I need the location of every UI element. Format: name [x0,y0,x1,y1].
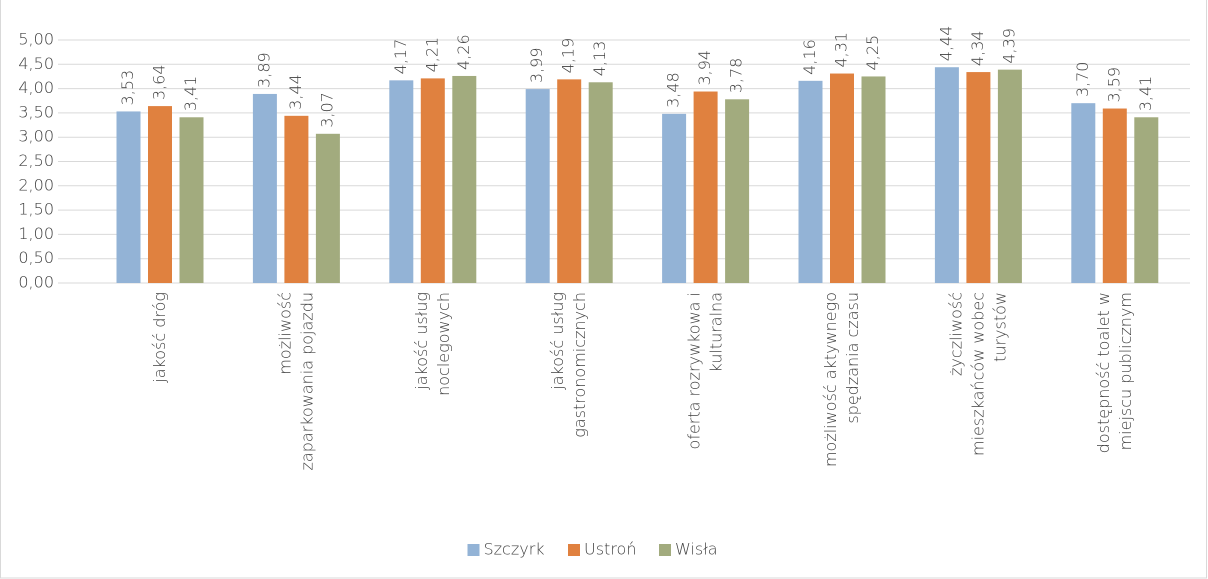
value-label: 4,25 [863,35,882,71]
value-label: 4,19 [559,38,578,74]
value-label: 3,59 [1104,67,1123,103]
bar [252,93,277,283]
legend-swatch [659,544,671,556]
value-label: 4,44 [936,26,955,62]
x-tick-label: możliwość aktywnego spędzania czasu [821,292,862,467]
bar [830,73,854,283]
x-tick-label: jakość dróg [150,292,169,384]
y-tick-label: 0,00 [18,273,54,292]
bar [284,115,309,283]
legend-label: Wisła [675,540,718,559]
bar [116,111,141,283]
bar [997,69,1022,284]
bar [1071,103,1096,284]
value-label: 3,07 [317,92,336,128]
x-tick-label: życzliwość mieszkańców wobec turystów [946,292,1009,456]
bar [452,75,477,284]
bar [148,106,172,283]
y-tick-label: 5,00 [18,30,54,49]
bar [557,79,582,283]
value-label: 4,26 [454,34,473,70]
x-tick-label: oferta rozrywkowa i kulturalna [684,292,725,449]
value-label: 3,44 [286,74,305,110]
value-label: 3,48 [664,72,683,108]
y-tick-label: 0,50 [18,248,54,267]
y-tick-label: 4,00 [18,78,54,97]
bar [966,72,991,284]
x-tick-label: możliwość zaparkowania pojazdu [275,292,316,470]
bar [662,113,687,283]
y-tick-label: 3,50 [18,102,54,121]
value-label: 3,89 [254,52,273,88]
y-tick-label: 4,50 [18,54,54,73]
bar [693,91,718,284]
value-label: 4,21 [422,37,441,73]
value-label: 3,53 [118,70,137,106]
value-label: 4,39 [999,28,1018,64]
bar [179,117,204,283]
bar [420,78,445,283]
legend-label: Szczyrk [484,540,545,559]
value-label: 3,64 [150,64,169,100]
value-label: 4,16 [800,39,819,75]
value-label: 3,99 [527,47,546,83]
value-label: 3,78 [727,58,746,94]
bar [389,80,414,283]
bar [1134,117,1159,283]
legend-label: Ustroń [584,540,636,559]
y-tick-label: 1,00 [18,224,54,243]
x-tick-label: jakość usług gastronomicznych [548,292,589,438]
bar [315,133,340,283]
y-tick-label: 1,50 [18,200,54,219]
bar [861,76,886,283]
bar [798,80,823,283]
y-tick-label: 2,50 [18,151,54,170]
value-label: 3,41 [1136,76,1155,112]
value-label: 4,17 [391,39,410,75]
value-label: 3,70 [1073,62,1092,98]
bar [525,89,550,283]
value-label: 4,13 [590,41,609,77]
value-label: 3,94 [695,50,714,86]
legend-swatch [467,544,480,556]
y-tick-label: 3,00 [18,127,54,146]
bar [588,82,613,283]
y-tick-label: 2,00 [18,175,54,194]
value-label: 4,34 [968,30,987,66]
x-tick-label: dostępność toalet w miejscu publicznym [1093,292,1134,453]
bar [934,67,959,283]
bar [725,99,750,284]
bar [1102,108,1127,283]
value-label: 4,31 [832,32,851,68]
x-tick-label: jakość usług noclegowych [411,292,452,396]
legend-swatch [568,544,580,556]
value-label: 3,41 [181,76,200,112]
